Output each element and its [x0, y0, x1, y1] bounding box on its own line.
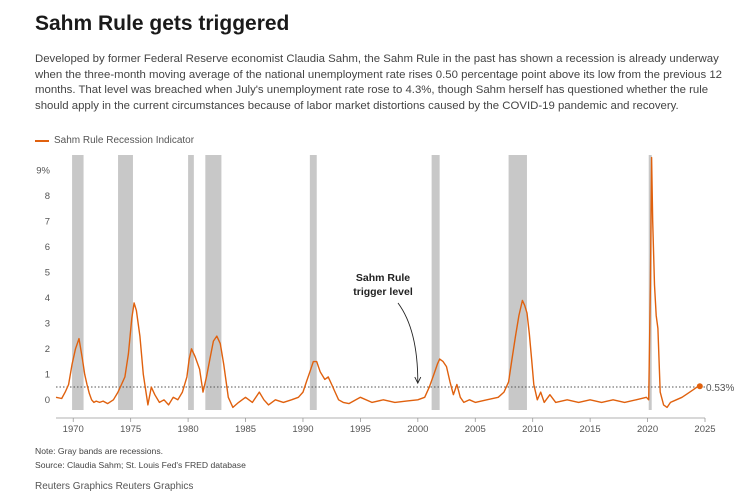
- y-tick-label: 0: [45, 395, 50, 406]
- legend-label: Sahm Rule Recession Indicator: [54, 135, 195, 146]
- recession-band: [188, 155, 194, 410]
- x-tick-label: 2005: [465, 424, 486, 435]
- x-tick-label: 2025: [694, 424, 715, 435]
- legend-swatch: [35, 139, 49, 142]
- end-value-label: 0.53%: [706, 383, 734, 394]
- x-tick-label: 1980: [178, 424, 199, 435]
- trigger-annotation-line1: Sahm Rule: [356, 272, 410, 284]
- y-tick-label: 7: [45, 216, 50, 227]
- legend: Sahm Rule Recession Indicator: [35, 135, 194, 146]
- recession-band: [431, 155, 440, 410]
- y-tick-label: 3: [45, 318, 50, 329]
- x-tick-label: 2010: [522, 424, 543, 435]
- y-tick-label: 2: [45, 344, 50, 355]
- y-tick-label: 6: [45, 242, 50, 253]
- trigger-annotation-line2: trigger level: [353, 286, 413, 298]
- x-tick-label: 2000: [407, 424, 428, 435]
- chart-svg: 0 1 2 3 4 5 6 7 8 9% 1970 1975 1980 1985 1990 1995 2000 2…: [36, 155, 734, 435]
- series-layer: [55, 156, 703, 409]
- axes: 0 1 2 3 4 5 6 7 8 9% 1970 1975 1980 1985 1990 1995 2000 2…: [36, 165, 715, 435]
- series-end-point: [696, 383, 703, 390]
- source-note: Source: Claudia Sahm; St. Louis Fed's FR…: [35, 460, 246, 470]
- x-tick-label: 1995: [350, 424, 371, 435]
- y-tick-label: 8: [45, 191, 50, 202]
- annotation-arrowhead: [414, 376, 422, 385]
- recession-band: [508, 155, 527, 410]
- x-tick-label: 1990: [292, 424, 313, 435]
- chart-title: Sahm Rule gets triggered: [35, 12, 290, 35]
- x-tick-label: 2020: [637, 424, 658, 435]
- chart-subtitle: Developed by former Federal Reserve econ…: [35, 53, 723, 112]
- series-line: [55, 156, 700, 409]
- x-tick-label: 2015: [580, 424, 601, 435]
- footnote: Note: Gray bands are recessions.: [35, 446, 164, 456]
- recession-bands: [72, 155, 652, 410]
- y-tick-label: 4: [45, 293, 50, 304]
- y-tick-label: 5: [45, 267, 50, 278]
- recession-band: [309, 155, 317, 410]
- y-tick-label: 1: [45, 369, 50, 380]
- credit: Reuters Graphics Reuters Graphics: [35, 481, 194, 492]
- x-tick-label: 1975: [120, 424, 141, 435]
- y-tick-label: 9%: [36, 165, 50, 176]
- annotation-arrow: [397, 302, 419, 384]
- annotations: Sahm Rule trigger level 0.53%: [353, 272, 734, 394]
- x-tick-label: 1970: [63, 424, 84, 435]
- x-tick-label: 1985: [235, 424, 256, 435]
- recession-band: [205, 155, 222, 410]
- recession-band: [72, 155, 84, 410]
